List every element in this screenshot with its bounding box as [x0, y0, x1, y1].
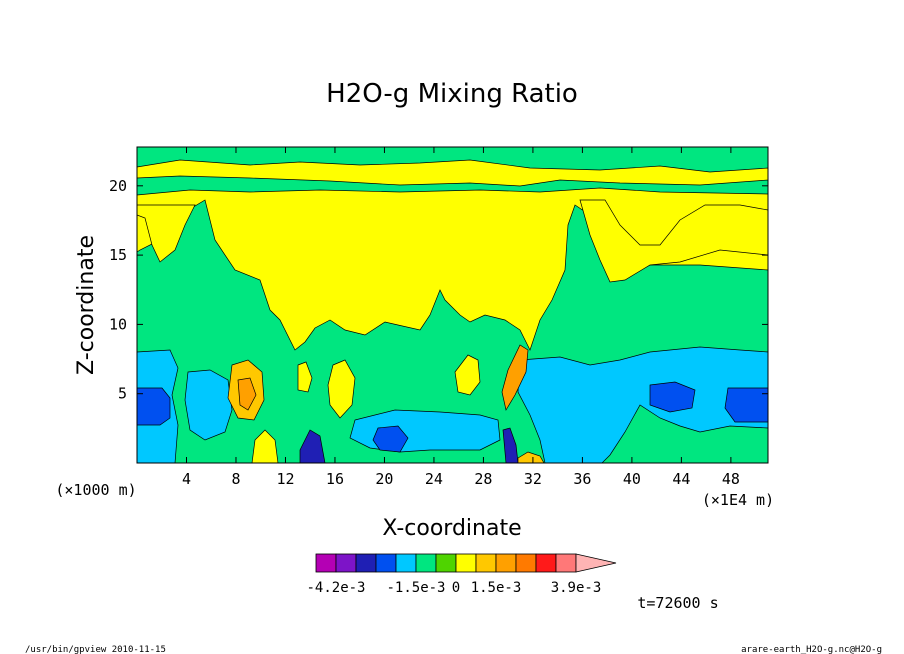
x-axis: 4 8 12 16 20 24 28 32 36 40 44 48	[182, 147, 740, 488]
x-tick-label: 16	[326, 470, 344, 488]
x-tick-label: 20	[375, 470, 393, 488]
blue-core-right2	[724, 387, 768, 423]
x-axis-label: X-coordinate	[382, 516, 521, 541]
yellow-left-tongue	[137, 204, 196, 263]
x-tick-label: 32	[524, 470, 542, 488]
colorbar-swatch	[535, 553, 557, 573]
blue-core-left	[137, 387, 171, 426]
colorbar-level-label: 3.9e-3	[551, 580, 602, 596]
colorbar-labels: -4.2e-3 -1.5e-3 0 1.5e-3 3.9e-3	[306, 580, 601, 596]
y-axis-label: Z-coordinate	[74, 235, 99, 375]
footer-left: /usr/bin/gpview 2010-11-15	[25, 645, 166, 654]
colorbar-level-label: -1.5e-3	[386, 580, 445, 596]
cyan-mid-band	[184, 369, 233, 441]
yellow-cell-14	[297, 361, 313, 393]
x-tick-label: 24	[425, 470, 443, 488]
blue-core-right1	[649, 381, 696, 413]
colorbar-swatch	[555, 553, 577, 573]
chart-title: H2O-g Mixing Ratio	[326, 79, 578, 109]
orange-core-9	[237, 377, 257, 411]
x-unit-right: (×1E4 m)	[702, 491, 774, 509]
yellow-cell-27	[454, 354, 481, 396]
yellow-low-32	[517, 451, 545, 463]
yellow-low-10	[251, 429, 279, 463]
colorbar-level-label: -4.2e-3	[306, 580, 365, 596]
colorbar-swatch	[495, 553, 517, 573]
colorbar-swatch	[375, 553, 397, 573]
colorbar-swatch	[335, 553, 357, 573]
plot-area	[137, 147, 768, 463]
x-tick-label: 4	[182, 470, 191, 488]
y-tick-label: 5	[118, 385, 127, 403]
time-label: t=72600 s	[637, 594, 718, 612]
x-tick-label: 40	[623, 470, 641, 488]
x-tick-label: 8	[231, 470, 240, 488]
navy-core-14	[299, 429, 326, 463]
x-tick-label: 36	[573, 470, 591, 488]
orange-cell-31	[501, 344, 529, 411]
colorbar-swatch	[475, 553, 497, 573]
colorbar-swatch	[355, 553, 377, 573]
colorbar-level-label: 0	[452, 580, 460, 596]
colorbar-extend-triangle	[575, 553, 617, 573]
x-tick-label: 48	[722, 470, 740, 488]
x-tick-label: 28	[474, 470, 492, 488]
colorbar-swatch	[515, 553, 537, 573]
cyan-right-band	[517, 346, 768, 463]
colorbar-swatch	[395, 553, 417, 573]
navy-core-30	[502, 427, 519, 463]
yellow-cell-17	[327, 359, 356, 419]
y-axis: 5 10 15 20	[109, 177, 768, 403]
colorbar-level-label: 1.5e-3	[471, 580, 522, 596]
colorbar-swatch	[415, 553, 437, 573]
x-tick-label: 44	[672, 470, 690, 488]
blue-core-center	[372, 425, 409, 453]
yellow-upper-band	[137, 159, 768, 187]
colorbar-swatch	[455, 553, 477, 573]
colorbar	[315, 553, 617, 573]
y-tick-label: 10	[109, 315, 127, 333]
y-tick-label: 15	[109, 246, 127, 264]
yellow-right-region	[579, 199, 768, 283]
y-tick-label: 20	[109, 177, 127, 195]
cyan-center-band	[349, 409, 501, 453]
colorbar-swatch	[315, 553, 337, 573]
footer-right: arare-earth_H2O-g.nc@H2O-g	[741, 645, 882, 654]
x-tick-label: 12	[276, 470, 294, 488]
x-unit-left: (×1000 m)	[55, 481, 136, 499]
colorbar-swatch	[435, 553, 457, 573]
plot-frame	[136, 146, 769, 464]
